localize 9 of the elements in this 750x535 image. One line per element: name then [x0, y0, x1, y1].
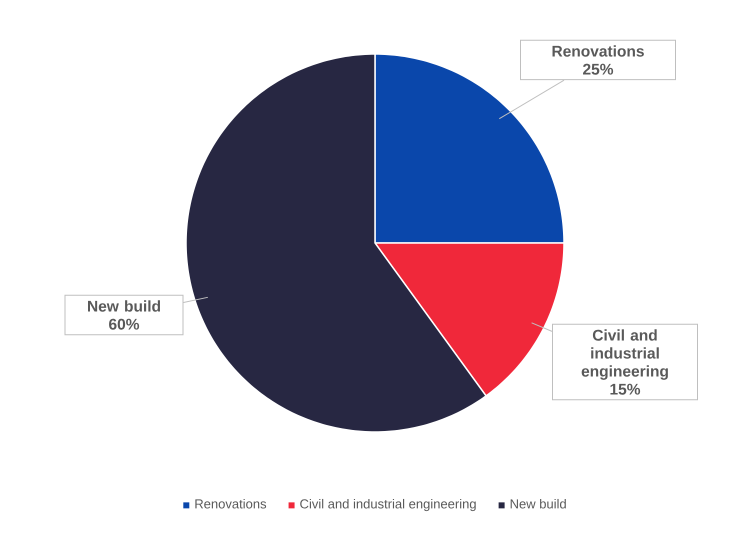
legend-label: Civil and industrial engineering [300, 498, 476, 512]
slice-label: Renovations [552, 45, 644, 57]
slice-label: Civil and industrial engineering [582, 329, 668, 380]
data-label: 25% [583, 64, 614, 75]
data-label: 15% [610, 384, 640, 395]
data-label: 60% [109, 318, 140, 330]
slice-label: New build [88, 300, 160, 312]
legend-label: New build [510, 498, 566, 508]
legend-label: Renovations [195, 498, 266, 508]
